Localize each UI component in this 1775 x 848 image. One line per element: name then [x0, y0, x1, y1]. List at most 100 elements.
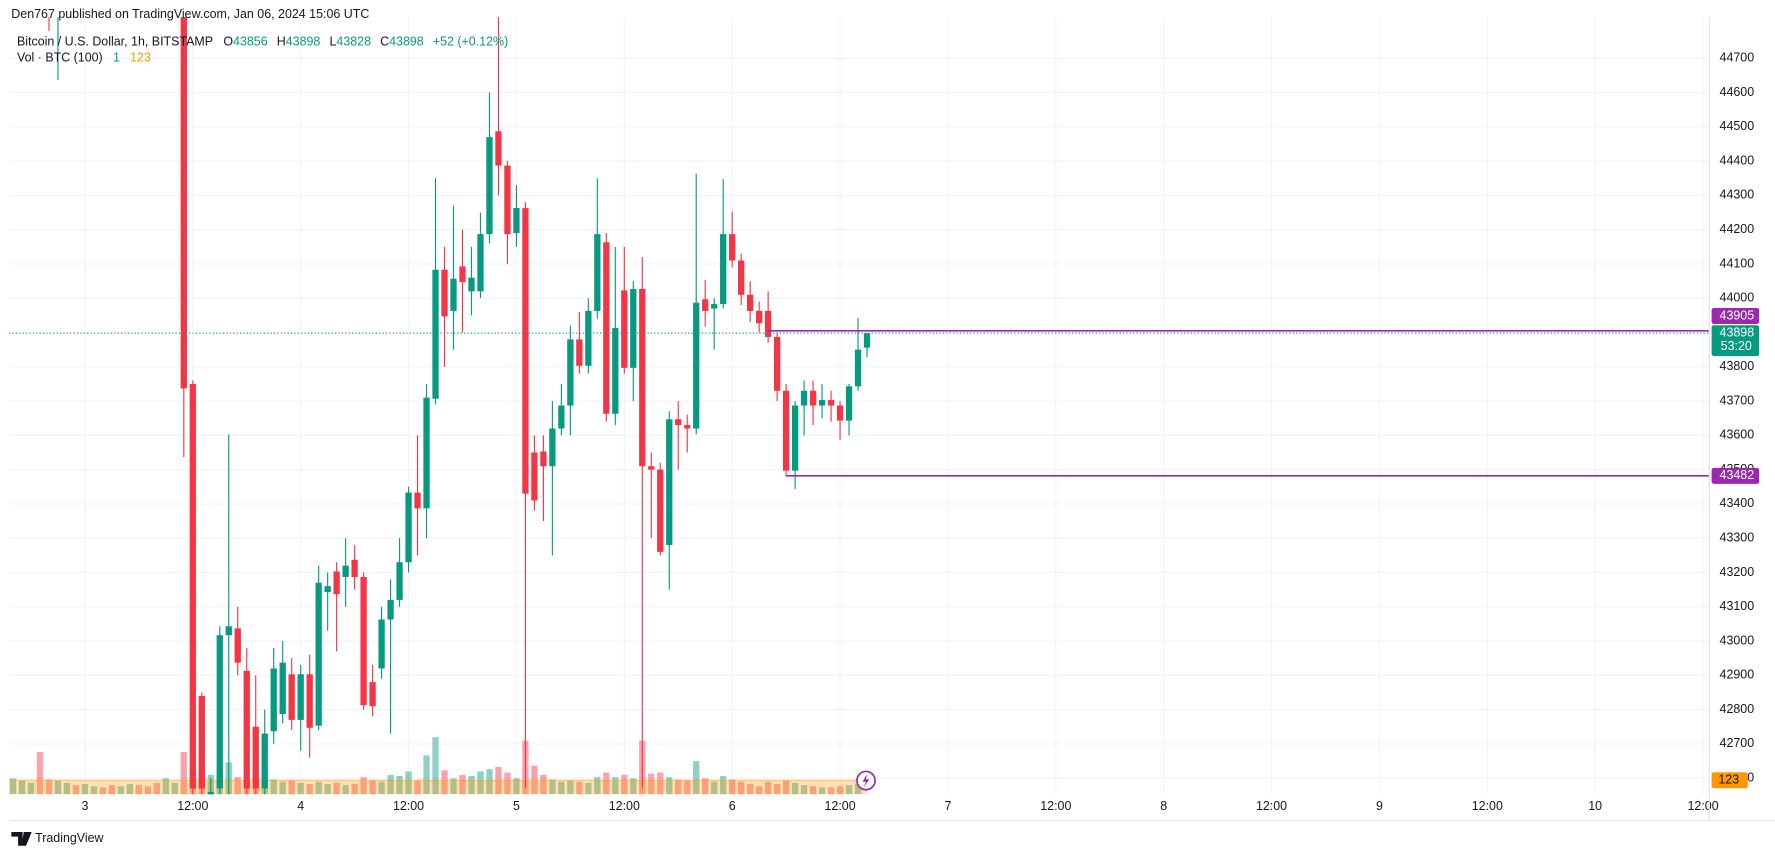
y-tick-label: 44100 [1720, 256, 1755, 270]
volume-bar [845, 785, 853, 795]
volume-bar [747, 784, 754, 795]
candle-body [854, 349, 862, 387]
volume-value: 1 [113, 51, 120, 65]
volume-ma-label: 123 [1718, 772, 1739, 786]
candle-body [773, 336, 781, 391]
candle-body [477, 234, 484, 292]
volume-bar [854, 784, 862, 795]
candle-body [216, 635, 223, 789]
candle-body [378, 619, 385, 669]
candle-body [747, 294, 754, 311]
candle-body [396, 562, 403, 600]
x-tick-label: 12:00 [177, 799, 208, 813]
candle-body [684, 425, 691, 429]
candle-body [333, 571, 340, 595]
candle-body [243, 670, 250, 789]
volume-bar [540, 774, 547, 795]
volume-bar [432, 737, 439, 795]
volume-bar [711, 781, 718, 795]
candle-body [720, 234, 727, 305]
volume-bar [486, 769, 493, 795]
x-tick-label: 12:00 [1472, 799, 1503, 813]
volume-bar [99, 787, 107, 795]
candle-body [675, 419, 682, 426]
overlay: 4260042700428004290043000431004320043300… [9, 51, 1760, 813]
y-tick-label: 44200 [1720, 222, 1755, 236]
candle-body [306, 674, 313, 728]
candle-body [800, 390, 808, 406]
volume-bar [576, 781, 583, 795]
ohlc-value: 43898 [286, 35, 321, 49]
volume-bar [171, 782, 178, 795]
volume-bar [684, 780, 691, 795]
candle-body [693, 302, 700, 429]
countdown-label: 53:20 [1721, 339, 1752, 353]
candle-body [612, 328, 619, 414]
candle-body [261, 733, 268, 789]
volume-bar [405, 771, 412, 795]
x-tick-label: 3 [81, 799, 88, 813]
volume-bar [315, 781, 322, 795]
volume-bar [72, 785, 80, 795]
volume-bar [809, 786, 817, 795]
candle-body [845, 386, 853, 421]
candle-body [827, 400, 835, 406]
volume-bar [666, 777, 673, 795]
volume-bar [360, 777, 367, 795]
candle-body [315, 582, 322, 726]
legend: Bitcoin / U.S. Dollar, 1h, BITSTAMP O438… [17, 35, 508, 49]
ohlc-letter: O [223, 35, 233, 49]
volume-bar [450, 778, 457, 795]
volume-bar [818, 787, 826, 795]
x-tick-label: 12:00 [1256, 799, 1287, 813]
volume-bar [81, 784, 89, 795]
candle-body [450, 278, 457, 311]
volume-bar [297, 782, 304, 795]
candle-body [360, 576, 367, 706]
level-label: 43482 [1720, 468, 1755, 482]
volume-bar [387, 774, 394, 795]
candle-body [414, 492, 421, 509]
y-tick-label: 43800 [1720, 359, 1755, 373]
candle-body [468, 277, 475, 292]
candle-body [540, 451, 547, 467]
volume-bar [836, 786, 844, 795]
y-tick-label: 43000 [1720, 633, 1755, 647]
volume-bar [468, 776, 475, 795]
volume-bar [693, 761, 700, 795]
ohlc-value: 43828 [336, 35, 371, 49]
level-label: 43905 [1720, 308, 1755, 322]
candle-body [648, 466, 655, 470]
candle-body [738, 260, 745, 295]
candle-body [351, 559, 358, 577]
volume-title: Vol · BTC (100) [17, 51, 103, 65]
candle-body [342, 565, 349, 577]
volume-legend: Vol · BTC (100) 1 123 [17, 51, 151, 65]
y-tick-label: 44000 [1720, 291, 1755, 305]
volume-bar [234, 777, 241, 795]
candle-body [755, 310, 763, 324]
candle-body [207, 791, 214, 795]
volume-bar [324, 784, 331, 795]
candle-body [639, 288, 646, 467]
volume-bar [441, 770, 448, 795]
candle-body [495, 131, 502, 166]
volume-bar [675, 779, 682, 795]
volume-bar [827, 787, 835, 795]
ohlc-letter: L [329, 35, 336, 49]
x-tick-label: 12:00 [1040, 799, 1071, 813]
candle-body [189, 383, 196, 789]
candle-body [711, 304, 718, 309]
y-tick-label: 43700 [1720, 393, 1755, 407]
candle-body [432, 269, 439, 399]
volume-bar [459, 774, 466, 795]
candle-body [567, 339, 574, 406]
candle-body [702, 299, 709, 311]
volume-bar [396, 776, 403, 795]
volume-bar [782, 780, 790, 795]
volume-bar [153, 782, 160, 795]
candle-body [666, 419, 673, 546]
candle-body [369, 682, 376, 707]
y-tick-label: 43600 [1720, 428, 1755, 442]
y-tick-label: 44700 [1720, 51, 1755, 65]
